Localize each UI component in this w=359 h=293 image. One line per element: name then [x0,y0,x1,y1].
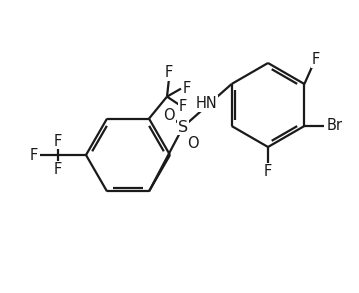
Text: F: F [183,81,191,96]
Text: S: S [178,120,188,134]
Text: Br: Br [326,118,342,134]
Text: F: F [165,65,173,80]
Text: F: F [54,134,62,149]
Text: F: F [264,163,272,178]
Text: F: F [311,52,320,67]
Text: HN: HN [196,96,218,111]
Text: O: O [163,108,175,122]
Text: F: F [30,147,38,163]
Text: O: O [187,135,199,151]
Text: F: F [179,99,187,114]
Text: F: F [54,161,62,176]
